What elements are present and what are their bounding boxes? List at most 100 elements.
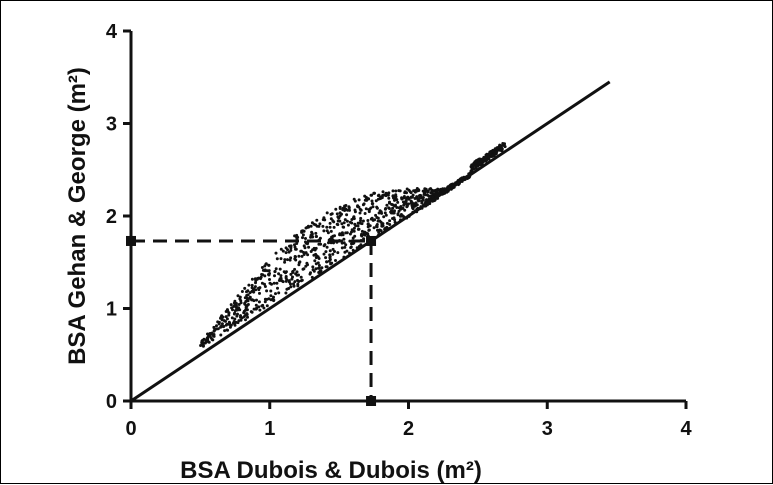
y-tick-label: 4 bbox=[106, 21, 118, 43]
scatter-point bbox=[219, 333, 223, 337]
scatter-point bbox=[279, 257, 283, 261]
scatter-point bbox=[432, 192, 436, 196]
scatter-point bbox=[343, 250, 347, 254]
scatter-point bbox=[419, 194, 423, 198]
scatter-point bbox=[261, 268, 265, 272]
scatter-point bbox=[374, 199, 378, 203]
scatter-point bbox=[318, 222, 322, 226]
scatter-point bbox=[314, 262, 318, 266]
scatter-point bbox=[357, 227, 361, 231]
scatter-point bbox=[246, 299, 250, 303]
scatter-point bbox=[276, 286, 279, 290]
scatter-point bbox=[396, 212, 400, 216]
scatter-point bbox=[330, 212, 334, 216]
scatter-point bbox=[397, 209, 401, 213]
scatter-point bbox=[255, 298, 258, 302]
scatter-point bbox=[394, 189, 398, 193]
scatter-point bbox=[232, 320, 236, 323]
scatter-point bbox=[368, 224, 372, 228]
scatter-point bbox=[410, 204, 414, 208]
scatter-point bbox=[356, 221, 360, 225]
scatter-point bbox=[361, 203, 365, 207]
scatter-point bbox=[320, 266, 324, 270]
scatter-point bbox=[289, 282, 292, 286]
scatter-point bbox=[371, 205, 375, 209]
scatter-point bbox=[236, 321, 240, 325]
scatter-point bbox=[284, 291, 288, 295]
scatter-point bbox=[289, 285, 293, 289]
scatter-point bbox=[308, 272, 312, 276]
x-tick-label: 1 bbox=[264, 418, 275, 440]
scatter-point bbox=[354, 224, 358, 228]
scatter-point bbox=[224, 319, 227, 323]
scatter-point bbox=[277, 272, 281, 276]
scatter-point bbox=[238, 308, 242, 312]
scatter-point bbox=[362, 237, 366, 241]
scatter-point bbox=[293, 257, 297, 261]
scatter-point bbox=[359, 233, 363, 237]
scatter-point bbox=[420, 199, 424, 203]
scatter-point bbox=[379, 211, 383, 215]
scatter-point bbox=[336, 219, 340, 223]
scatter-point bbox=[411, 207, 415, 211]
scatter-point bbox=[425, 193, 429, 197]
scatter-point bbox=[387, 206, 391, 210]
scatter-point bbox=[383, 207, 387, 211]
y-tick-label: 3 bbox=[106, 114, 117, 136]
scatter-point bbox=[415, 203, 419, 207]
scatter-point bbox=[479, 160, 483, 163]
scatter-point bbox=[240, 290, 244, 293]
scatter-point bbox=[424, 188, 427, 192]
scatter-point bbox=[283, 258, 287, 262]
scatter-point bbox=[443, 187, 447, 191]
scatter-point bbox=[242, 315, 246, 318]
scatter-point bbox=[263, 297, 267, 301]
scatter-point bbox=[498, 143, 502, 147]
scatter-point bbox=[312, 246, 316, 250]
scatter-point bbox=[388, 219, 392, 223]
scatter-point bbox=[285, 287, 289, 291]
scatter-point bbox=[221, 325, 225, 329]
scatter-point bbox=[230, 316, 234, 320]
scatter-point bbox=[215, 324, 218, 328]
y-tick-label: 0 bbox=[106, 391, 117, 413]
scatter-point bbox=[263, 282, 266, 286]
scatter-point bbox=[391, 194, 395, 198]
x-axis-title: BSA Dubois & Dubois (m²) bbox=[180, 457, 482, 484]
scatter-point bbox=[376, 216, 380, 220]
scatter-point bbox=[314, 267, 318, 271]
scatter-point bbox=[499, 145, 503, 149]
scatter-point bbox=[243, 286, 247, 290]
scatter-point bbox=[233, 299, 237, 303]
scatter-point bbox=[283, 260, 287, 264]
scatter-point bbox=[322, 252, 326, 256]
scatter-point bbox=[380, 224, 384, 228]
scatter-point bbox=[265, 304, 269, 308]
scatter-point bbox=[317, 224, 321, 228]
scatter-point bbox=[302, 267, 306, 271]
scatter-point bbox=[233, 323, 237, 327]
scatter-point bbox=[393, 218, 397, 222]
scatter-point bbox=[314, 223, 318, 227]
scatter-point bbox=[293, 245, 297, 249]
scatter-point bbox=[367, 208, 371, 212]
scatter-point bbox=[335, 222, 339, 226]
scatter-point bbox=[253, 285, 257, 289]
scatter-point bbox=[491, 149, 494, 153]
scatter-point bbox=[415, 195, 419, 199]
scatter-point bbox=[296, 284, 300, 288]
scatter-point bbox=[211, 338, 215, 342]
scatter-point bbox=[330, 235, 334, 239]
scatter-point bbox=[280, 279, 284, 283]
scatter-point bbox=[343, 218, 347, 222]
scatter-point bbox=[302, 244, 306, 248]
scatter-point bbox=[348, 239, 352, 243]
scatter-point bbox=[252, 299, 256, 303]
scatter-point bbox=[304, 251, 308, 255]
scatter-point bbox=[376, 197, 380, 201]
scatter-point bbox=[388, 200, 391, 204]
scatter-point bbox=[295, 233, 299, 237]
scatter-point bbox=[310, 221, 314, 225]
scatter-point bbox=[417, 188, 421, 192]
scatter-point bbox=[289, 244, 293, 248]
